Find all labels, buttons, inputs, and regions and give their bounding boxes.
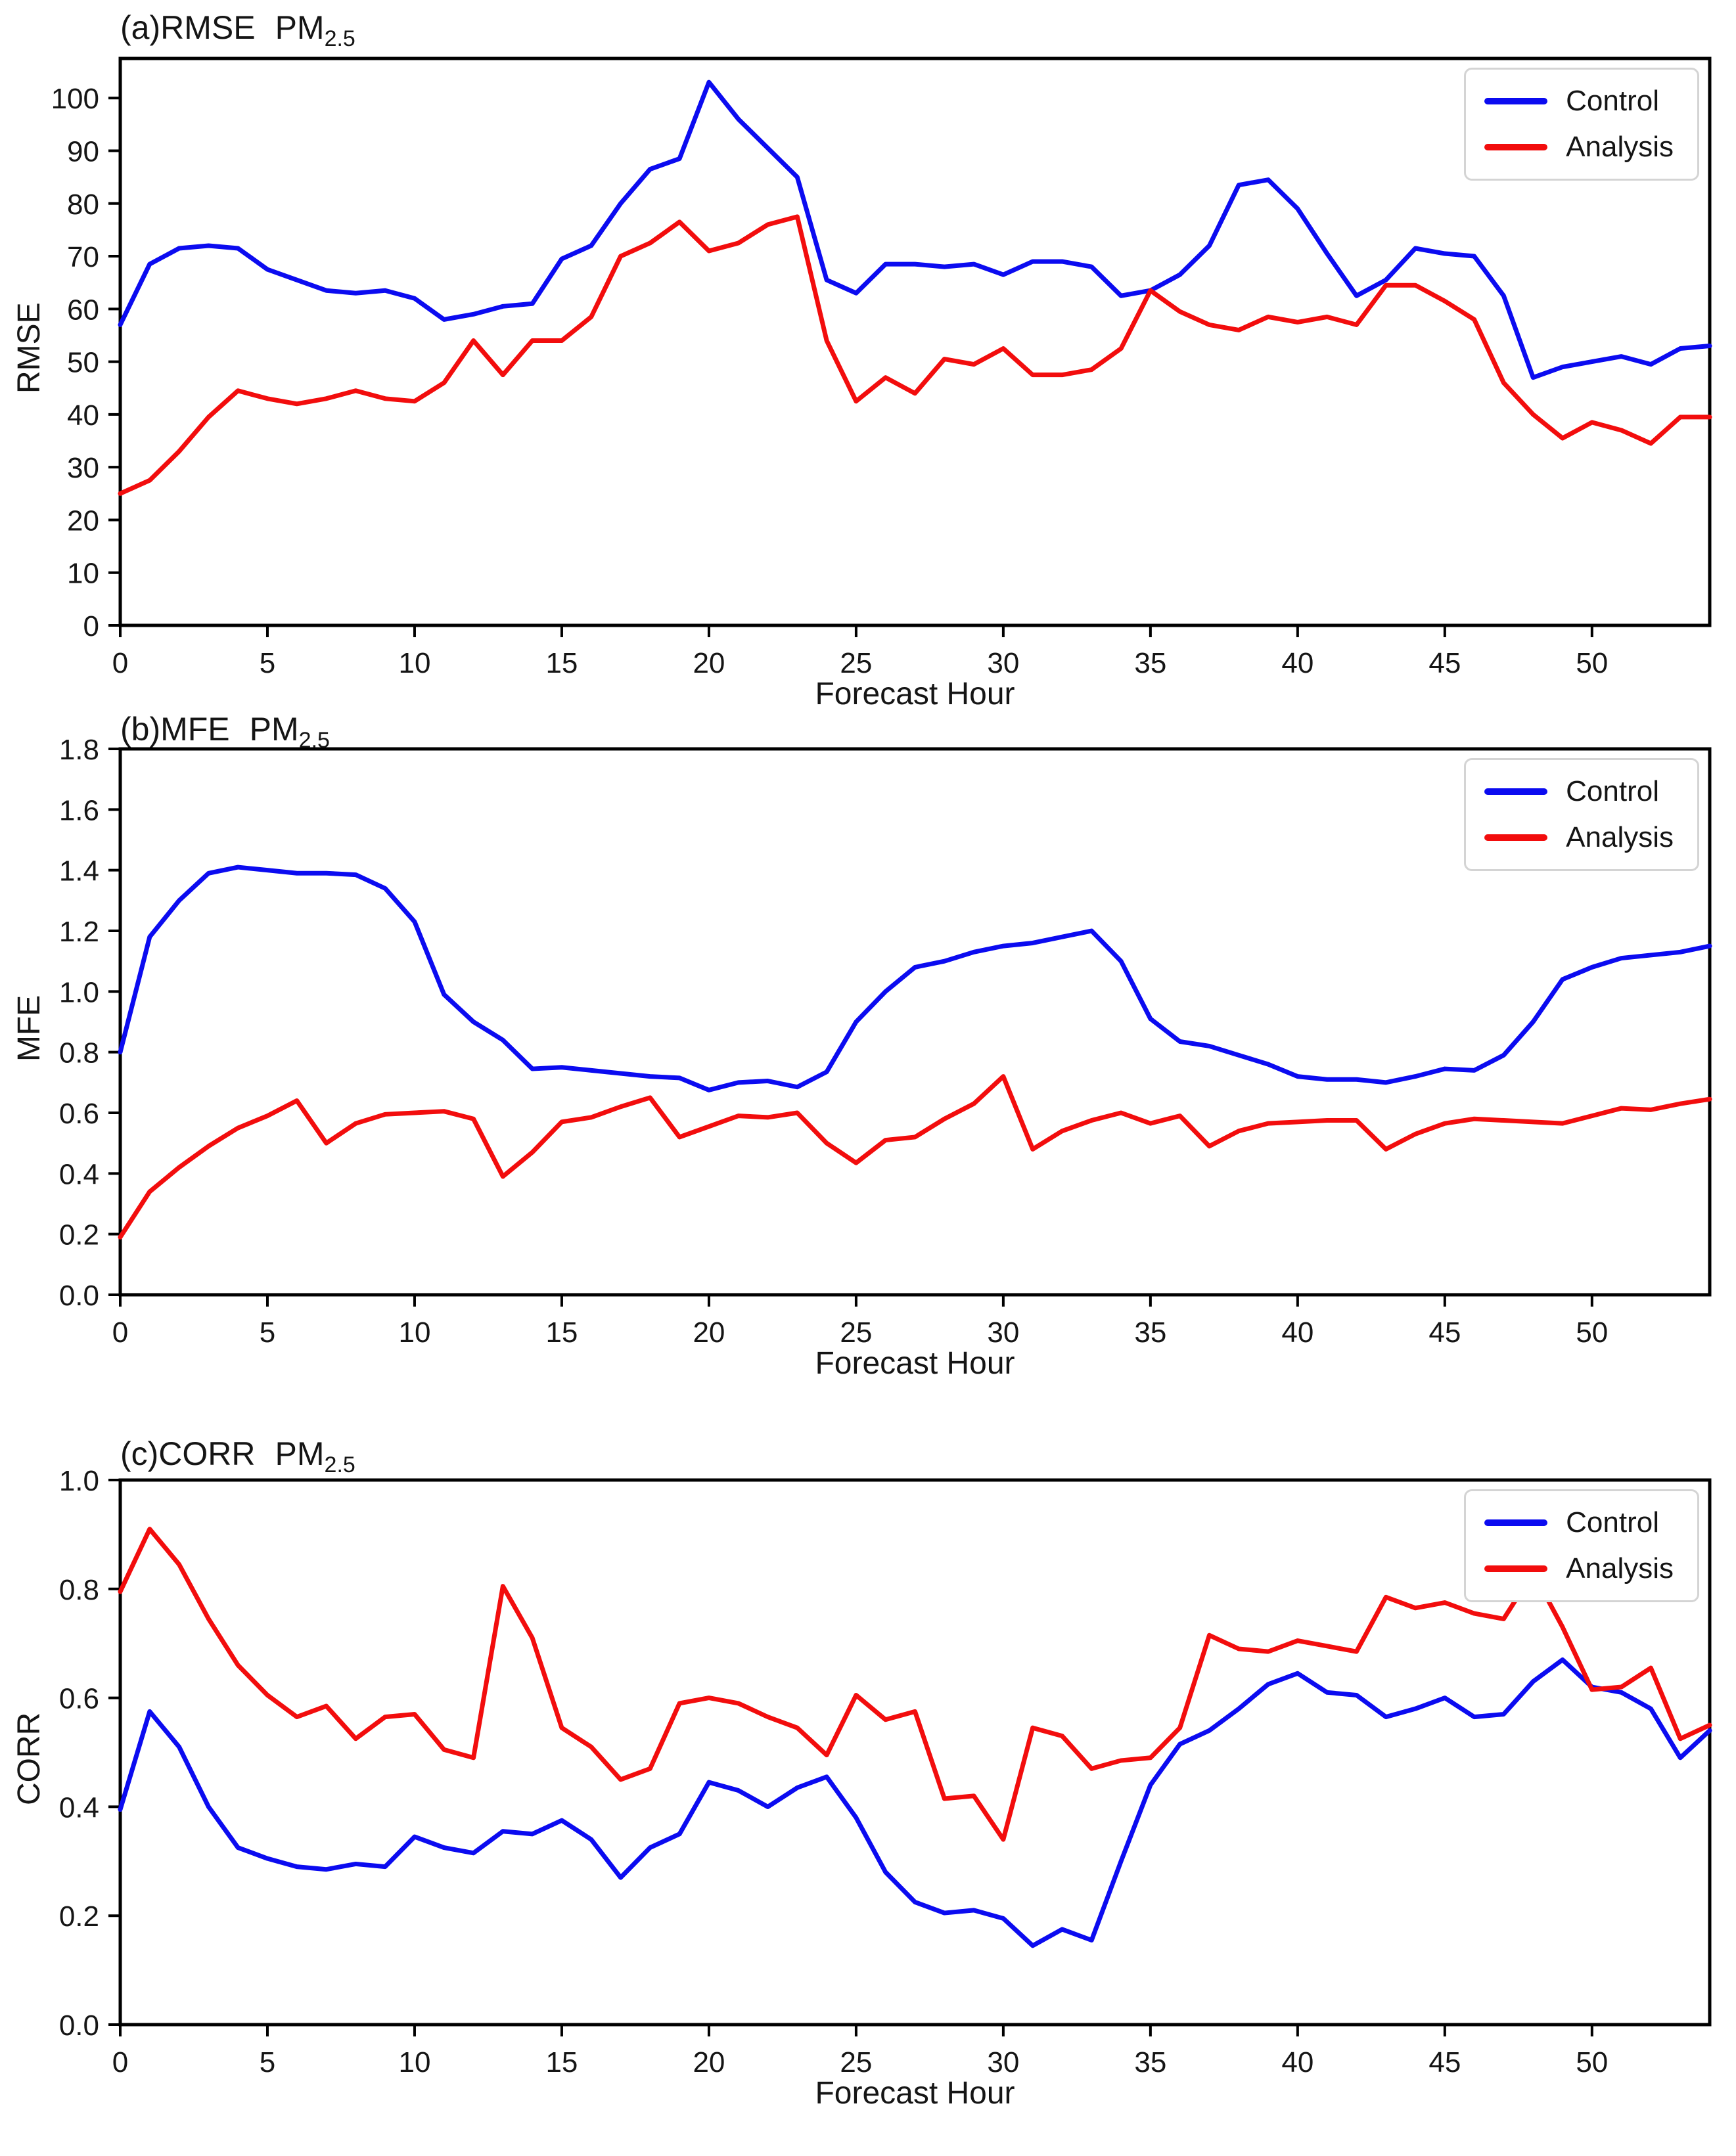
- svg-text:40: 40: [1281, 1316, 1313, 1349]
- panel-title-text: (b)MFE: [120, 711, 230, 748]
- panel-title-text: (c)CORR: [120, 1435, 256, 1472]
- svg-text:20: 20: [693, 1316, 725, 1349]
- svg-text:0.6: 0.6: [59, 1683, 99, 1715]
- svg-text:0.2: 0.2: [59, 1900, 99, 1933]
- svg-text:40: 40: [1281, 2046, 1313, 2078]
- svg-text:0: 0: [83, 610, 99, 642]
- x-axis-label: Forecast Hour: [815, 1346, 1015, 1381]
- legend-label: Control: [1566, 85, 1659, 117]
- svg-text:25: 25: [840, 647, 872, 679]
- legend: Control Analysis: [1464, 758, 1699, 871]
- analysis-line-swatch-icon: [1484, 834, 1548, 841]
- svg-text:0.8: 0.8: [59, 1574, 99, 1606]
- svg-text:50: 50: [67, 347, 99, 379]
- svg-text:20: 20: [693, 647, 725, 679]
- legend-item-control: Control: [1484, 84, 1674, 118]
- svg-text:5: 5: [260, 647, 275, 679]
- svg-text:20: 20: [67, 505, 99, 537]
- svg-text:1.0: 1.0: [59, 1465, 99, 1497]
- svg-text:30: 30: [987, 1316, 1019, 1349]
- svg-text:1.2: 1.2: [59, 916, 99, 948]
- y-axis-label-rmse: RMSE: [12, 302, 47, 394]
- x-axis-label: Forecast Hour: [815, 677, 1015, 711]
- svg-text:10: 10: [398, 647, 430, 679]
- svg-text:10: 10: [67, 558, 99, 590]
- svg-text:0.4: 0.4: [59, 1791, 99, 1824]
- svg-text:25: 25: [840, 2046, 872, 2078]
- svg-text:10: 10: [398, 1316, 430, 1349]
- svg-text:0.8: 0.8: [59, 1037, 99, 1069]
- svg-text:1.6: 1.6: [59, 794, 99, 826]
- analysis-line-swatch-icon: [1484, 144, 1548, 150]
- svg-text:0.0: 0.0: [59, 1280, 99, 1312]
- svg-text:35: 35: [1134, 1316, 1166, 1349]
- svg-text:60: 60: [67, 294, 99, 326]
- svg-text:1.4: 1.4: [59, 855, 99, 887]
- panel-title-unit: PM2.5: [249, 711, 330, 753]
- svg-text:90: 90: [67, 135, 99, 168]
- svg-text:20: 20: [693, 2046, 725, 2078]
- svg-text:45: 45: [1428, 2046, 1461, 2078]
- svg-text:15: 15: [545, 647, 578, 679]
- svg-text:0.6: 0.6: [59, 1098, 99, 1130]
- panel-title: (b)MFE PM2.5: [120, 709, 330, 760]
- legend-item-analysis: Analysis: [1484, 130, 1674, 164]
- legend-label: Analysis: [1566, 1552, 1674, 1584]
- legend-label: Control: [1566, 775, 1659, 807]
- panel-title-unit: PM2.5: [275, 9, 355, 51]
- svg-text:1.0: 1.0: [59, 976, 99, 1008]
- svg-text:30: 30: [987, 2046, 1019, 2078]
- svg-text:15: 15: [545, 2046, 578, 2078]
- svg-text:0: 0: [112, 1316, 128, 1349]
- control-line-swatch-icon: [1484, 1519, 1548, 1526]
- panel-title-unit: PM2.5: [275, 1435, 355, 1477]
- svg-text:50: 50: [1576, 647, 1608, 679]
- svg-text:80: 80: [67, 189, 99, 221]
- panel-title-text: (a)RMSE: [120, 9, 256, 46]
- svg-text:25: 25: [840, 1316, 872, 1349]
- svg-text:1.8: 1.8: [59, 734, 99, 766]
- analysis-line-swatch-icon: [1484, 1565, 1548, 1572]
- legend-item-control: Control: [1484, 775, 1674, 809]
- svg-text:40: 40: [67, 399, 99, 432]
- svg-text:30: 30: [67, 452, 99, 484]
- legend-item-control: Control: [1484, 1506, 1674, 1540]
- svg-text:50: 50: [1576, 1316, 1608, 1349]
- svg-text:35: 35: [1134, 2046, 1166, 2078]
- panel-title: (a)RMSE PM2.5: [120, 8, 355, 58]
- svg-text:45: 45: [1428, 1316, 1461, 1349]
- svg-text:70: 70: [67, 241, 99, 273]
- y-axis-label-mfe: MFE: [12, 995, 47, 1062]
- svg-text:0: 0: [112, 2046, 128, 2078]
- svg-text:15: 15: [545, 1316, 578, 1349]
- svg-text:40: 40: [1281, 647, 1313, 679]
- control-line-swatch-icon: [1484, 788, 1548, 795]
- legend-item-analysis: Analysis: [1484, 1552, 1674, 1586]
- svg-text:45: 45: [1428, 647, 1461, 679]
- svg-text:0.4: 0.4: [59, 1158, 99, 1190]
- y-axis-label-corr: CORR: [12, 1712, 47, 1805]
- svg-text:100: 100: [51, 83, 99, 115]
- legend: Control Analysis: [1464, 1489, 1699, 1602]
- svg-text:30: 30: [987, 647, 1019, 679]
- svg-text:5: 5: [260, 1316, 275, 1349]
- legend-item-analysis: Analysis: [1484, 820, 1674, 855]
- legend: Control Analysis: [1464, 68, 1699, 181]
- svg-text:50: 50: [1576, 2046, 1608, 2078]
- control-line-swatch-icon: [1484, 98, 1548, 104]
- svg-text:10: 10: [398, 2046, 430, 2078]
- panel-title: (c)CORR PM2.5: [120, 1434, 355, 1485]
- legend-label: Control: [1566, 1506, 1659, 1538]
- svg-text:0.2: 0.2: [59, 1219, 99, 1251]
- svg-text:0: 0: [112, 647, 128, 679]
- legend-label: Analysis: [1566, 821, 1674, 853]
- x-axis-label: Forecast Hour: [815, 2076, 1015, 2111]
- legend-label: Analysis: [1566, 131, 1674, 163]
- svg-text:35: 35: [1134, 647, 1166, 679]
- svg-text:5: 5: [260, 2046, 275, 2078]
- svg-text:0.0: 0.0: [59, 2010, 99, 2042]
